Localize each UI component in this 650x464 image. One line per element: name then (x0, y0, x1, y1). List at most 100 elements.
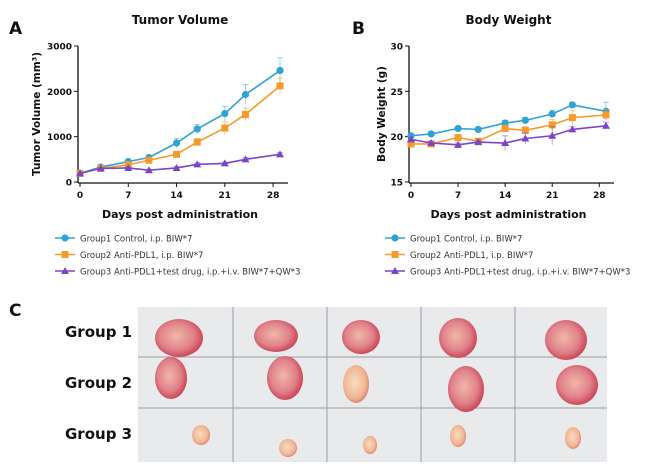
marker-triangle (144, 166, 153, 174)
tumors-group-1 (155, 318, 587, 360)
marker-triangle (568, 125, 577, 133)
marker-triangle (407, 135, 415, 143)
tumor (363, 436, 377, 454)
legend-label: Group3 Anti-PDL1+test drug, i.p.+i.v. BI… (80, 268, 300, 278)
y-tick-label: 0 (66, 179, 72, 189)
marker-triangle (427, 139, 436, 147)
marker-circle (276, 66, 284, 75)
panel-label-c: C (9, 301, 22, 321)
marker-triangle (76, 169, 84, 177)
chart-title: Tumor Volume (132, 13, 228, 27)
marker-circle (193, 125, 201, 133)
legend-label: Group1 Control, i.p. BIW*7 (410, 235, 522, 245)
tumor (439, 318, 477, 358)
x-tick-label: 28 (593, 191, 606, 201)
marker-circle (172, 139, 181, 147)
photo-grid (138, 307, 607, 462)
marker-triangle (501, 139, 510, 147)
y-tick-label: 2000 (47, 88, 72, 98)
y-tick-label: 15 (390, 179, 403, 189)
marker-square (602, 111, 610, 119)
y-axis-label: Body Weight (g) (376, 66, 388, 162)
marker-circle (241, 90, 250, 99)
row-label-group-1: Group 1 (65, 323, 133, 341)
tumor (565, 427, 581, 449)
legend-label: Group2 Anti-PDL1, i.p. BIW*7 (80, 251, 203, 261)
row-label-group-3: Group 3 (65, 425, 133, 443)
marker-square (391, 251, 399, 258)
marker-circle (454, 124, 462, 133)
tumor (155, 319, 203, 357)
x-tick-label: 7 (125, 191, 131, 201)
marker-circle (568, 101, 576, 109)
marker-square (548, 121, 556, 129)
marker-square (501, 125, 509, 133)
marker-square (193, 138, 201, 146)
marker-circle (548, 110, 556, 118)
tumor (545, 320, 587, 360)
marker-triangle (96, 164, 105, 172)
panel-label-a: A (9, 19, 23, 39)
marker-circle (474, 125, 482, 134)
marker-square (276, 82, 284, 90)
y-tick-label: 25 (390, 88, 403, 98)
marker-triangle (521, 134, 530, 142)
marker-square (145, 156, 153, 164)
row-label-group-2: Group 2 (65, 374, 133, 392)
marker-triangle (276, 150, 284, 158)
marker-triangle (391, 267, 399, 274)
marker-square (568, 114, 576, 122)
marker-circle (61, 234, 69, 242)
x-tick-label: 14 (499, 191, 512, 201)
x-tick-label: 7 (455, 191, 461, 201)
chart-title: Body Weight (466, 13, 552, 27)
marker-triangle (241, 155, 250, 163)
marker-triangle (61, 267, 69, 274)
tumor (343, 365, 369, 403)
marker-square (407, 140, 415, 148)
tumor (448, 366, 484, 412)
marker-square (173, 150, 181, 158)
panel-label-b: B (352, 19, 365, 39)
marker-circle (391, 234, 399, 242)
tumor-volume-chart: Tumor Volume 0 1000 2000 3000 0 7 14 21 28 Days po… (31, 13, 300, 278)
marker-triangle (193, 160, 202, 168)
x-tick-label: 21 (546, 191, 559, 201)
marker-square (242, 110, 250, 118)
marker-circle (221, 109, 229, 118)
marker-triangle (454, 140, 463, 148)
tumor (279, 439, 297, 457)
tumor (192, 425, 210, 445)
legend-label: Group1 Control, i.p. BIW*7 (80, 235, 192, 245)
y-tick-label: 1000 (47, 133, 72, 143)
tumor (450, 425, 466, 447)
y-tick-label: 3000 (47, 43, 72, 53)
x-tick-label: 21 (219, 191, 232, 201)
x-tick-label: 28 (267, 191, 280, 201)
y-axis-label: Tumor Volume (mm³) (31, 52, 43, 176)
y-tick-label: 20 (390, 133, 403, 143)
marker-circle (521, 116, 529, 124)
x-tick-label: 0 (77, 191, 83, 201)
tumors-group-2 (155, 356, 598, 412)
tumor (267, 356, 303, 400)
tumors-group-3 (192, 425, 581, 457)
marker-triangle (602, 121, 610, 129)
marker-triangle (172, 163, 181, 171)
tumor (556, 365, 598, 405)
legend-label: Group2 Anti-PDL1, i.p. BIW*7 (410, 251, 533, 261)
marker-triangle (124, 163, 133, 171)
marker-triangle (220, 159, 229, 167)
marker-square (454, 134, 462, 142)
marker-square (61, 251, 69, 258)
marker-circle (427, 130, 435, 138)
x-tick-label: 0 (408, 191, 414, 201)
legend-label: Group3 Anti-PDL1+test drug, i.p.+i.v. BI… (410, 268, 630, 278)
y-tick-label: 30 (390, 43, 403, 53)
body-weight-chart: Body Weight 15 20 25 30 0 7 14 21 28 Days post adm… (376, 13, 630, 278)
x-tick-label: 14 (170, 191, 183, 201)
marker-triangle (548, 131, 557, 139)
x-axis-label: Days post administration (102, 208, 258, 221)
marker-square (521, 126, 529, 134)
